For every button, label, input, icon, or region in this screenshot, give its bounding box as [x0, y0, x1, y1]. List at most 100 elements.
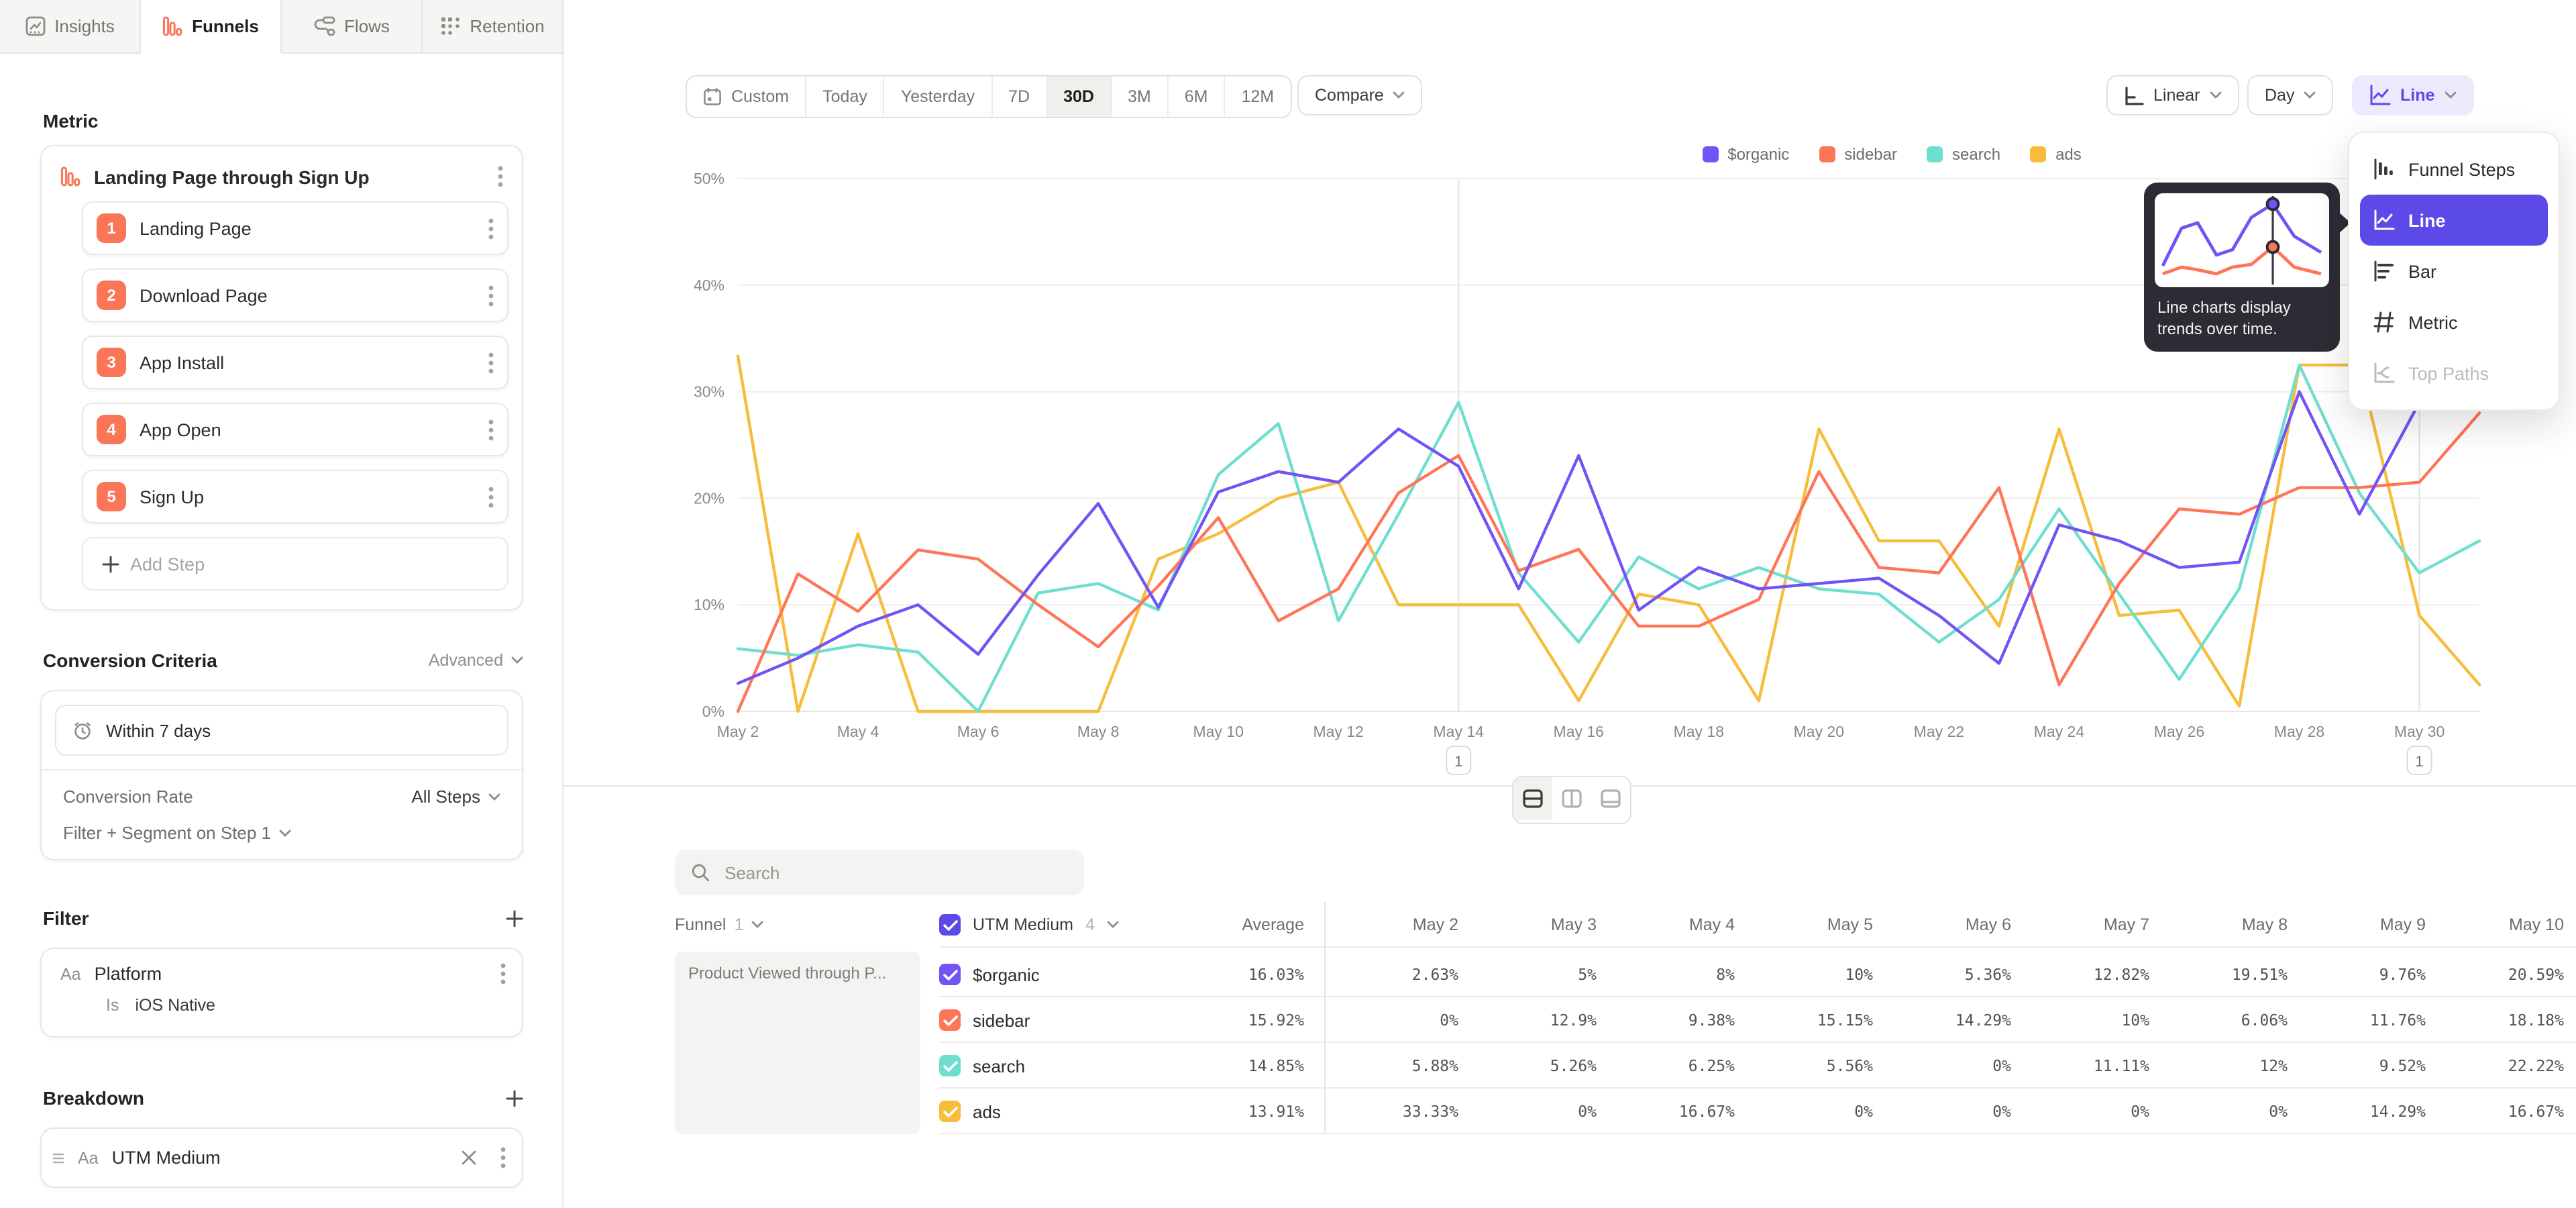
series-checkbox[interactable]: [939, 1009, 961, 1031]
svg-text:1: 1: [2415, 753, 2423, 770]
step-label: Download Page: [140, 285, 475, 305]
funnel-steps-list: 1Landing Page 2Download Page 3App Install 4…: [42, 201, 522, 523]
date-column-header[interactable]: May 7: [2011, 915, 2149, 934]
table-row-search[interactable]: search14.85%5.88%5.26%6.25%5.56%0%11.11%…: [939, 1043, 2564, 1089]
funnel-step-1[interactable]: 1Landing Page: [82, 201, 508, 255]
tab-flows[interactable]: Flows: [282, 0, 423, 54]
property-type-icon: Aa: [60, 964, 81, 983]
tab-retention[interactable]: Retention: [423, 0, 564, 54]
bar-chart-icon: [2373, 260, 2395, 282]
svg-text:20%: 20%: [694, 489, 724, 507]
table-search[interactable]: [675, 850, 1084, 895]
metric-heading: Metric: [43, 110, 523, 132]
filter-card: Aa Platform Is iOS Native: [40, 948, 523, 1038]
kebab-icon[interactable]: [488, 485, 494, 508]
conversion-rate-dropdown[interactable]: All Steps: [411, 787, 500, 807]
breakdown-property[interactable]: UTM Medium: [112, 1148, 448, 1168]
kebab-icon[interactable]: [500, 1146, 506, 1169]
remove-breakdown-icon[interactable]: [462, 1150, 476, 1165]
menu-item-top-paths: Top Paths: [2360, 348, 2548, 399]
table-row-organic[interactable]: $organic16.03%2.63%5%8%10%5.36%12.82%19.…: [939, 952, 2564, 997]
cell-value: 5.56%: [1735, 1056, 1873, 1075]
cell-value: 10%: [2011, 1011, 2149, 1029]
add-step-button[interactable]: Add Step: [82, 537, 508, 591]
date-column-header[interactable]: May 8: [2149, 915, 2288, 934]
average-column-header[interactable]: Average: [1181, 915, 1304, 934]
funnel-title[interactable]: Landing Page through Sign Up: [94, 166, 484, 187]
funnel-step-5[interactable]: 5Sign Up: [82, 470, 508, 523]
filter-segment-dropdown[interactable]: Filter + Segment on Step 1: [42, 809, 522, 859]
line-chart-icon: [2373, 209, 2395, 231]
svg-text:May 24: May 24: [2034, 723, 2085, 740]
search-input[interactable]: [722, 861, 1068, 884]
menu-item-metric[interactable]: Metric: [2360, 297, 2548, 348]
cell-value: 5.36%: [1873, 965, 2011, 984]
date-column-header[interactable]: May 6: [1873, 915, 2011, 934]
cell-value: 0%: [1735, 1102, 1873, 1121]
series-checkbox[interactable]: [939, 1055, 961, 1076]
svg-text:May 28: May 28: [2274, 723, 2324, 740]
series-checkbox[interactable]: [939, 964, 961, 985]
date-column-header[interactable]: May 5: [1735, 915, 1873, 934]
kebab-icon[interactable]: [488, 284, 494, 307]
funnel-step-4[interactable]: 4App Open: [82, 403, 508, 456]
menu-item-bar[interactable]: Bar: [2360, 246, 2548, 297]
funnels-icon: [162, 16, 182, 36]
date-column-header[interactable]: May 4: [1597, 915, 1735, 934]
funnels-app: InsightsFunnelsFlowsRetention Metric Lan…: [0, 0, 2576, 1208]
svg-text:50%: 50%: [694, 170, 724, 187]
date-column-header[interactable]: May 2: [1320, 915, 1458, 934]
select-all-checkbox[interactable]: [939, 914, 961, 936]
kebab-icon[interactable]: [500, 962, 506, 985]
add-filter-button[interactable]: [506, 909, 523, 927]
layout-rows-icon: [1523, 789, 1543, 808]
breakdown-column-header[interactable]: UTM Medium4: [939, 914, 1181, 936]
drag-handle-icon[interactable]: [52, 1151, 64, 1164]
table-row-sidebar[interactable]: sidebar15.92%0%12.9%9.38%15.15%14.29%10%…: [939, 997, 2564, 1043]
cell-value: 8%: [1597, 965, 1735, 984]
series-name: $organic: [973, 964, 1040, 985]
funnel-step-3[interactable]: 3App Install: [82, 336, 508, 389]
cell-value: 9.38%: [1597, 1011, 1735, 1029]
svg-text:May 6: May 6: [957, 723, 1000, 740]
cell-value: 6.25%: [1597, 1056, 1735, 1075]
menu-item-line[interactable]: Line: [2360, 195, 2548, 246]
layout-bottom-toggle[interactable]: [1591, 777, 1630, 820]
cell-value: 19.51%: [2149, 965, 2288, 984]
date-column-header[interactable]: May 9: [2288, 915, 2426, 934]
series-name: search: [973, 1056, 1025, 1076]
table-row-ads[interactable]: ads13.91%33.33%0%16.67%0%0%0%0%14.29%16.…: [939, 1089, 2564, 1134]
kebab-icon[interactable]: [498, 165, 503, 188]
conversion-window-row[interactable]: Within 7 days: [55, 705, 508, 756]
step-label: App Open: [140, 419, 475, 440]
step-number-badge: 5: [97, 482, 126, 511]
menu-item-funnel-steps[interactable]: Funnel Steps: [2360, 144, 2548, 195]
date-column-header[interactable]: May 10: [2426, 915, 2564, 934]
filter-property[interactable]: Platform: [95, 964, 487, 984]
svg-text:May 22: May 22: [1914, 723, 1964, 740]
filter-value[interactable]: iOS Native: [135, 996, 215, 1015]
tab-insights[interactable]: Insights: [0, 0, 141, 54]
layout-rows-toggle[interactable]: [1513, 777, 1552, 820]
series-checkbox[interactable]: [939, 1101, 961, 1122]
layout-columns-toggle[interactable]: [1552, 777, 1591, 820]
filter-operator[interactable]: Is: [106, 996, 119, 1015]
cell-value: 16.67%: [2426, 1102, 2564, 1121]
cell-value: 12.82%: [2011, 965, 2149, 984]
chevron-down-icon: [751, 921, 763, 929]
chevron-down-icon: [511, 656, 523, 664]
kebab-icon[interactable]: [488, 217, 494, 240]
tab-funnels[interactable]: Funnels: [141, 0, 282, 54]
add-breakdown-button[interactable]: [506, 1089, 523, 1107]
advanced-dropdown[interactable]: Advanced: [429, 651, 523, 670]
kebab-icon[interactable]: [488, 418, 494, 441]
property-type-icon: Aa: [78, 1148, 99, 1167]
kebab-icon[interactable]: [488, 351, 494, 374]
line-chart[interactable]: 0%10%20%30%40%50%May 2May 4May 6May 8May…: [564, 0, 2576, 832]
date-column-header[interactable]: May 3: [1458, 915, 1597, 934]
divider: [939, 946, 2576, 948]
funnel-step-2[interactable]: 2Download Page: [82, 268, 508, 322]
tooltip-text: Line charts display trends over time.: [2155, 287, 2329, 340]
funnel-column-header[interactable]: Funnel 1: [675, 902, 763, 948]
table-funnel-cell[interactable]: Product Viewed through P...: [675, 952, 920, 1134]
